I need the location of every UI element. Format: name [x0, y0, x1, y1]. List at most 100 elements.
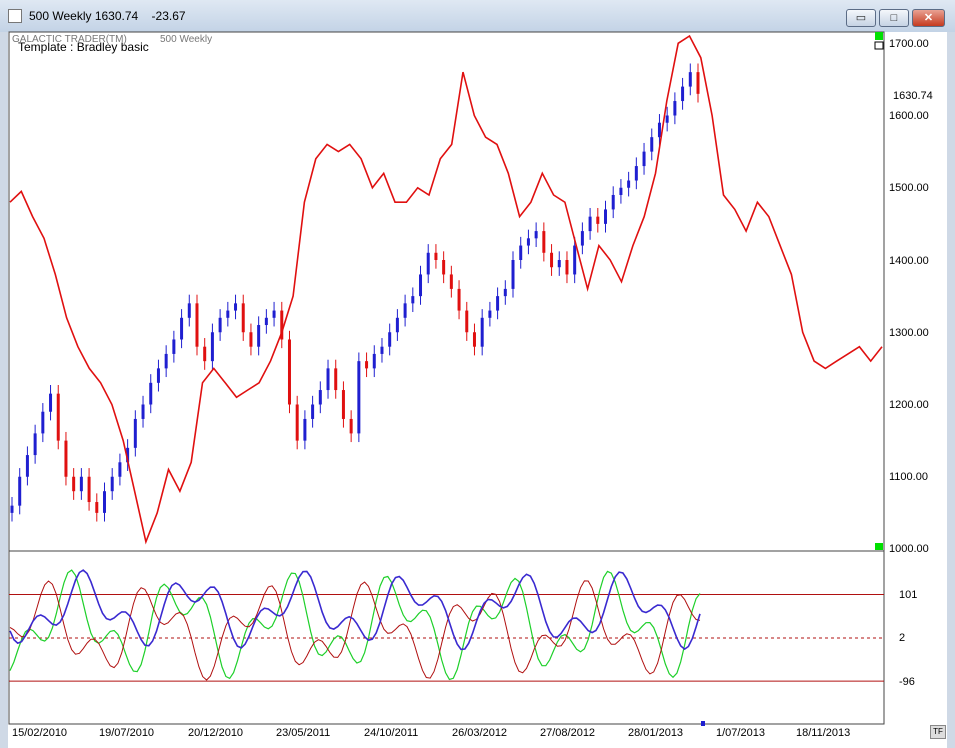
candle-body: [172, 339, 176, 354]
candle-body: [326, 368, 330, 391]
candle-body: [503, 288, 507, 297]
marker-bottom: [875, 543, 883, 550]
candle-body: [349, 418, 353, 434]
candle-body: [287, 339, 291, 405]
candle-body: [311, 404, 315, 419]
candle-body: [49, 393, 53, 412]
candle-body: [141, 404, 145, 419]
date-tick: 27/08/2012: [540, 727, 596, 739]
candle-body: [126, 447, 130, 463]
minimize-button[interactable]: ▭: [846, 9, 876, 27]
candle-body: [457, 288, 461, 311]
candle-body: [465, 310, 469, 333]
candle-body: [79, 476, 83, 492]
price-tick: 1000.00: [889, 543, 929, 555]
candle-body: [550, 252, 554, 268]
candle-body: [511, 260, 515, 289]
candle-body: [619, 187, 623, 195]
candle-body: [257, 325, 261, 347]
price-tick: 1300.00: [889, 327, 929, 339]
model-line: [9, 34, 883, 545]
chart-area[interactable]: [8, 32, 947, 748]
candle-body: [411, 296, 415, 304]
last-price: 1630.74: [893, 90, 933, 102]
candle-body: [665, 115, 669, 123]
candle-body: [133, 418, 137, 448]
candle-body: [442, 260, 446, 275]
price-tick: 1200.00: [889, 399, 929, 411]
candle-body: [650, 137, 654, 152]
candle-body: [218, 317, 222, 333]
date-tick: 26/03/2012: [452, 727, 508, 739]
candle-body: [280, 310, 284, 340]
window-title: 500 Weekly 1630.74 -23.67: [29, 9, 186, 23]
candle-body: [180, 317, 184, 340]
candle-body: [334, 368, 338, 391]
candle-body: [657, 122, 661, 138]
candle-body: [604, 209, 608, 224]
candle-body: [110, 476, 114, 492]
symbol-tag: 500 Weekly: [160, 34, 213, 45]
osc-blue-line: [9, 569, 701, 651]
candle-body: [187, 303, 191, 318]
candle-body: [542, 231, 546, 253]
candle-body: [419, 274, 423, 297]
candle-body: [627, 180, 631, 188]
candle-body: [573, 245, 577, 275]
candle-body: [241, 303, 245, 333]
candle-body: [688, 72, 692, 87]
date-tick: 15/02/2010: [12, 727, 68, 739]
candle-body: [64, 440, 68, 477]
oscillator-panel: [9, 569, 884, 682]
date-tick: 24/10/2011: [364, 727, 419, 739]
candle-body: [318, 390, 322, 405]
candle-body: [25, 455, 29, 477]
candle-body: [565, 260, 569, 275]
candle-body: [249, 332, 253, 347]
osc-red-line: [9, 580, 701, 681]
candle-body: [434, 252, 438, 260]
candle-body: [426, 252, 430, 275]
osc-tick: 2: [899, 632, 906, 644]
candle-body: [226, 310, 230, 318]
candle-body: [341, 390, 345, 419]
candle-body: [673, 101, 677, 116]
candle-body: [10, 505, 14, 513]
candle-body: [611, 194, 615, 210]
candle-body: [526, 238, 530, 246]
candle-body: [681, 86, 685, 102]
timeframe-button[interactable]: TF: [930, 725, 946, 739]
marker-box: [874, 41, 884, 50]
candle-body: [195, 303, 199, 347]
plot-frame: [8, 31, 885, 725]
price-tick: 1600.00: [889, 110, 929, 122]
date-tick: 1/07/2013: [716, 727, 765, 739]
candle-body: [95, 502, 99, 513]
marker-top: [875, 32, 883, 40]
title-bar: 500 Weekly 1630.74 -23.67 ▭ □ ✕: [0, 0, 955, 32]
candle-body: [580, 231, 584, 246]
candle-body: [449, 274, 453, 289]
price-panel: [9, 34, 883, 545]
candle-body: [534, 231, 538, 239]
candle-body: [164, 353, 168, 369]
candle-body: [118, 462, 122, 477]
close-button[interactable]: ✕: [912, 9, 945, 27]
date-tick: 23/05/2011: [276, 727, 331, 739]
candle-body: [696, 72, 700, 94]
vendor-tag: GALACTIC TRADER(TM): [12, 34, 127, 45]
price-tick: 1100.00: [889, 471, 928, 483]
date-tick: 19/07/2010: [99, 727, 155, 739]
candle-body: [488, 310, 492, 318]
candle-body: [557, 260, 561, 268]
candle-body: [588, 216, 592, 232]
candle-body: [395, 317, 399, 333]
osc-tick: 101: [899, 589, 918, 601]
maximize-button[interactable]: □: [879, 9, 909, 27]
candle-body: [149, 382, 153, 405]
chart-app-icon: [8, 9, 22, 23]
marker-date: [701, 721, 705, 726]
osc-tick: -96: [899, 676, 915, 688]
candle-body: [234, 303, 238, 311]
